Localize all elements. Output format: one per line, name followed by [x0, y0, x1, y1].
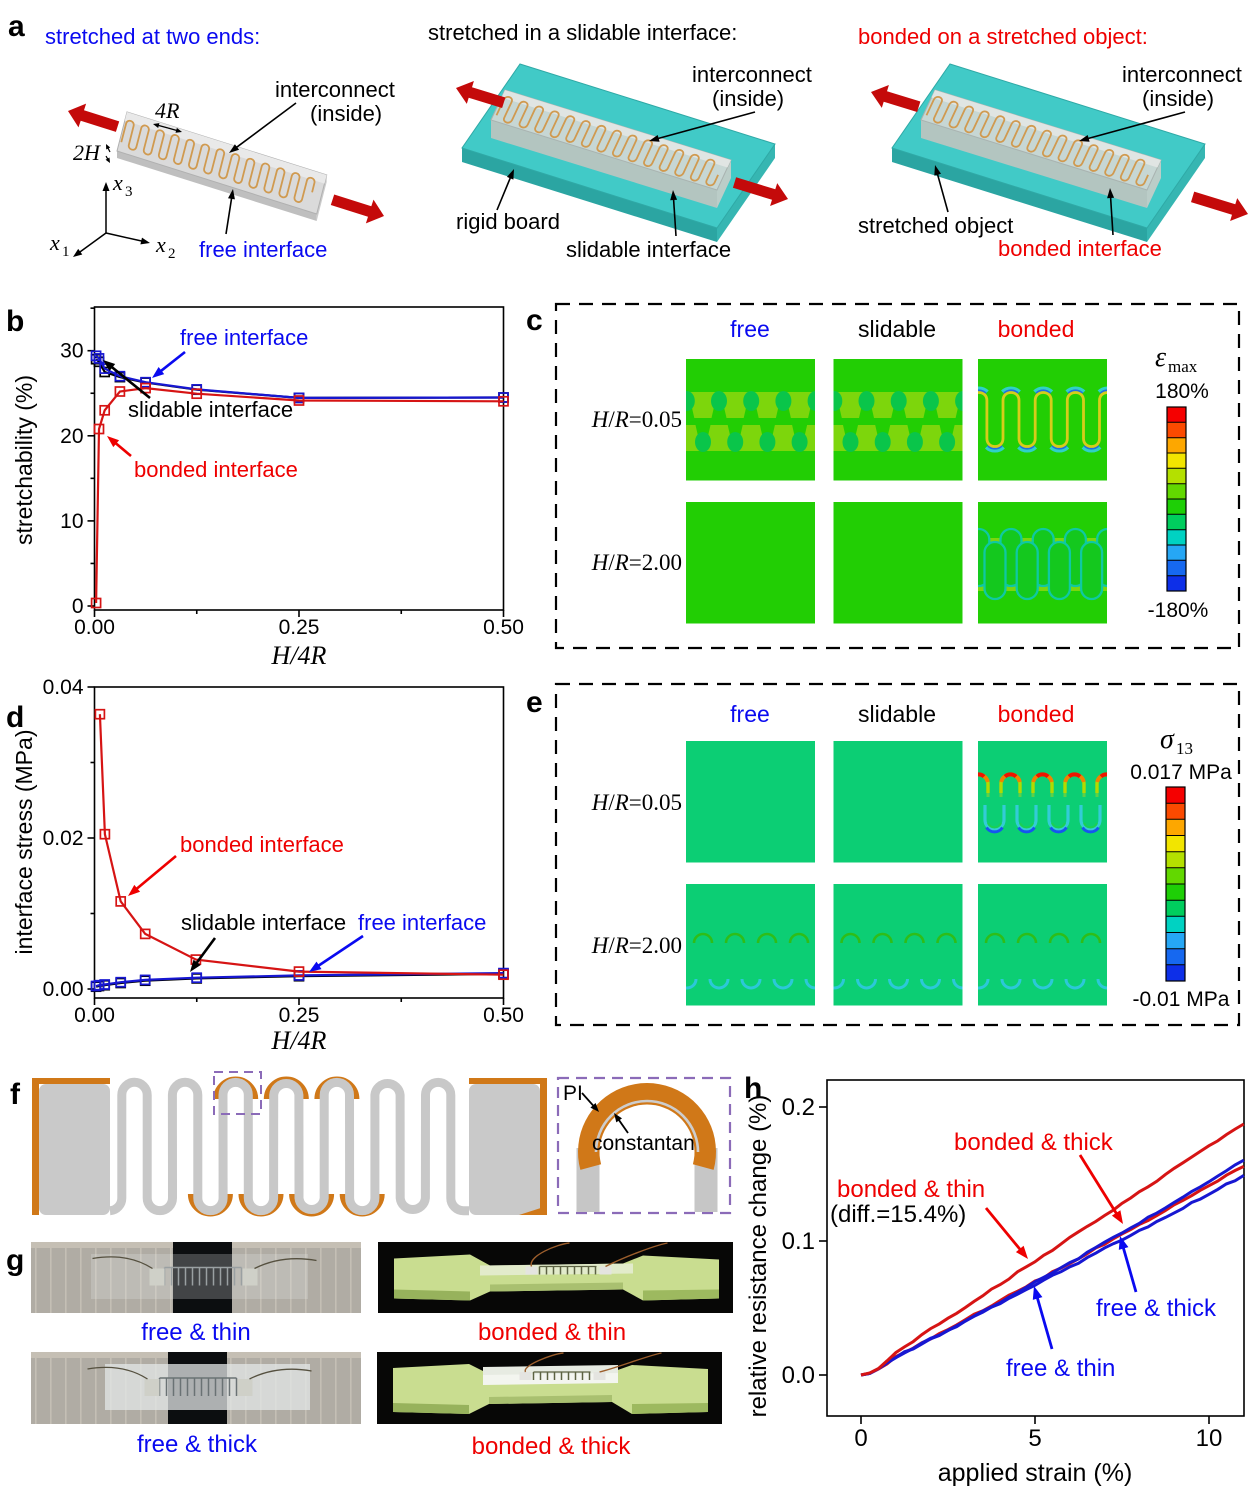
svg-text:0.00: 0.00: [74, 1004, 115, 1027]
svg-text:e: e: [526, 686, 543, 719]
svg-text:0.00: 0.00: [43, 978, 84, 1001]
svg-text:(inside): (inside): [712, 86, 784, 111]
svg-text:2: 2: [168, 246, 176, 262]
svg-text:stretchability (%): stretchability (%): [11, 375, 37, 545]
svg-text:bonded on a stretched object:: bonded on a stretched object:: [858, 24, 1148, 49]
svg-text:0.25: 0.25: [279, 1004, 320, 1027]
svg-text:10: 10: [1196, 1425, 1223, 1452]
svg-text:slidable interface: slidable interface: [128, 397, 293, 422]
svg-text:rigid board: rigid board: [456, 209, 560, 234]
svg-text:σ: σ: [1160, 724, 1175, 755]
svg-text:free & thin: free & thin: [141, 1319, 250, 1346]
svg-text:0.017 MPa: 0.017 MPa: [1130, 761, 1232, 784]
svg-text:free interface: free interface: [358, 910, 486, 935]
svg-text:applied strain (%): applied strain (%): [938, 1459, 1133, 1487]
svg-text:x: x: [49, 230, 60, 255]
svg-text:bonded: bonded: [998, 701, 1075, 727]
svg-text:0.25: 0.25: [279, 616, 320, 639]
svg-text:0.02: 0.02: [43, 827, 84, 850]
svg-text:0.50: 0.50: [483, 1004, 524, 1027]
svg-text:(inside): (inside): [310, 101, 382, 126]
svg-text:constantan: constantan: [592, 1132, 695, 1155]
svg-text:bonded interface: bonded interface: [998, 236, 1162, 261]
svg-text:0: 0: [72, 595, 84, 618]
svg-text:0.1: 0.1: [782, 1228, 815, 1255]
svg-text:H/R=2.00: H/R=2.00: [591, 550, 682, 575]
svg-text:free & thin: free & thin: [1006, 1355, 1115, 1382]
svg-text:0: 0: [854, 1425, 867, 1452]
svg-text:bonded: bonded: [998, 316, 1075, 342]
svg-text:stretched at two ends:: stretched at two ends:: [45, 24, 260, 49]
svg-text:30: 30: [60, 340, 83, 363]
svg-text:bonded interface: bonded interface: [134, 457, 298, 482]
svg-text:interconnect: interconnect: [692, 62, 812, 87]
svg-text:h: h: [744, 1072, 762, 1105]
svg-text:bonded & thin: bonded & thin: [478, 1319, 626, 1346]
svg-text:interconnect: interconnect: [1122, 62, 1242, 87]
svg-text:free: free: [730, 701, 770, 727]
svg-text:bonded & thick: bonded & thick: [472, 1433, 632, 1460]
svg-text:interconnect: interconnect: [275, 77, 395, 102]
svg-text:3: 3: [125, 184, 133, 200]
svg-text:slidable: slidable: [858, 701, 936, 727]
svg-text:-180%: -180%: [1148, 599, 1209, 622]
svg-text:H/R=0.05: H/R=0.05: [591, 790, 682, 815]
svg-text:bonded & thick: bonded & thick: [954, 1129, 1114, 1156]
svg-text:c: c: [526, 304, 543, 337]
svg-text:free interface: free interface: [180, 325, 308, 350]
svg-text:(diff.=15.4%): (diff.=15.4%): [830, 1201, 966, 1228]
svg-text:2H: 2H: [73, 140, 101, 165]
svg-text:interface stress (MPa): interface stress (MPa): [11, 730, 37, 955]
svg-text:180%: 180%: [1155, 380, 1209, 403]
svg-text:b: b: [6, 305, 24, 338]
svg-text:x: x: [155, 232, 166, 257]
svg-text:f: f: [10, 1078, 21, 1111]
svg-text:H/R=0.05: H/R=0.05: [591, 407, 682, 432]
svg-text:bonded interface: bonded interface: [180, 832, 344, 857]
svg-text:0.0: 0.0: [782, 1362, 815, 1389]
svg-text:1: 1: [62, 244, 70, 260]
svg-text:10: 10: [60, 510, 83, 533]
svg-text:stretched in a slidable interf: stretched in a slidable interface:: [428, 20, 737, 45]
svg-text:d: d: [6, 701, 24, 734]
svg-text:0.50: 0.50: [483, 616, 524, 639]
svg-text:20: 20: [60, 425, 83, 448]
svg-text:0.04: 0.04: [43, 676, 84, 699]
svg-text:-0.01 MPa: -0.01 MPa: [1133, 988, 1230, 1011]
svg-text:H/4R: H/4R: [271, 1026, 327, 1055]
svg-text:13: 13: [1176, 739, 1193, 758]
svg-text:PI: PI: [563, 1082, 583, 1105]
svg-text:relative resistance change (%): relative resistance change (%): [745, 1095, 772, 1418]
svg-text:H/4R: H/4R: [271, 641, 327, 670]
svg-text:bonded & thin: bonded & thin: [837, 1176, 985, 1203]
svg-text:max: max: [1168, 357, 1198, 376]
svg-text:4R: 4R: [155, 98, 180, 123]
svg-text:slidable interface: slidable interface: [181, 910, 346, 935]
svg-text:free & thick: free & thick: [1096, 1295, 1217, 1322]
svg-text:stretched object: stretched object: [858, 213, 1013, 238]
svg-text:free: free: [730, 316, 770, 342]
svg-text:free & thick: free & thick: [137, 1431, 258, 1458]
svg-text:g: g: [6, 1244, 24, 1277]
svg-text:free interface: free interface: [199, 237, 327, 262]
svg-text:(inside): (inside): [1142, 86, 1214, 111]
svg-text:ε: ε: [1155, 342, 1166, 373]
svg-text:a: a: [8, 10, 25, 43]
svg-text:5: 5: [1028, 1425, 1041, 1452]
svg-text:0.2: 0.2: [782, 1094, 815, 1121]
svg-text:slidable interface: slidable interface: [566, 237, 731, 262]
svg-text:slidable: slidable: [858, 316, 936, 342]
svg-text:0.00: 0.00: [74, 616, 115, 639]
svg-text:H/R=2.00: H/R=2.00: [591, 933, 682, 958]
svg-text:x: x: [112, 170, 123, 195]
